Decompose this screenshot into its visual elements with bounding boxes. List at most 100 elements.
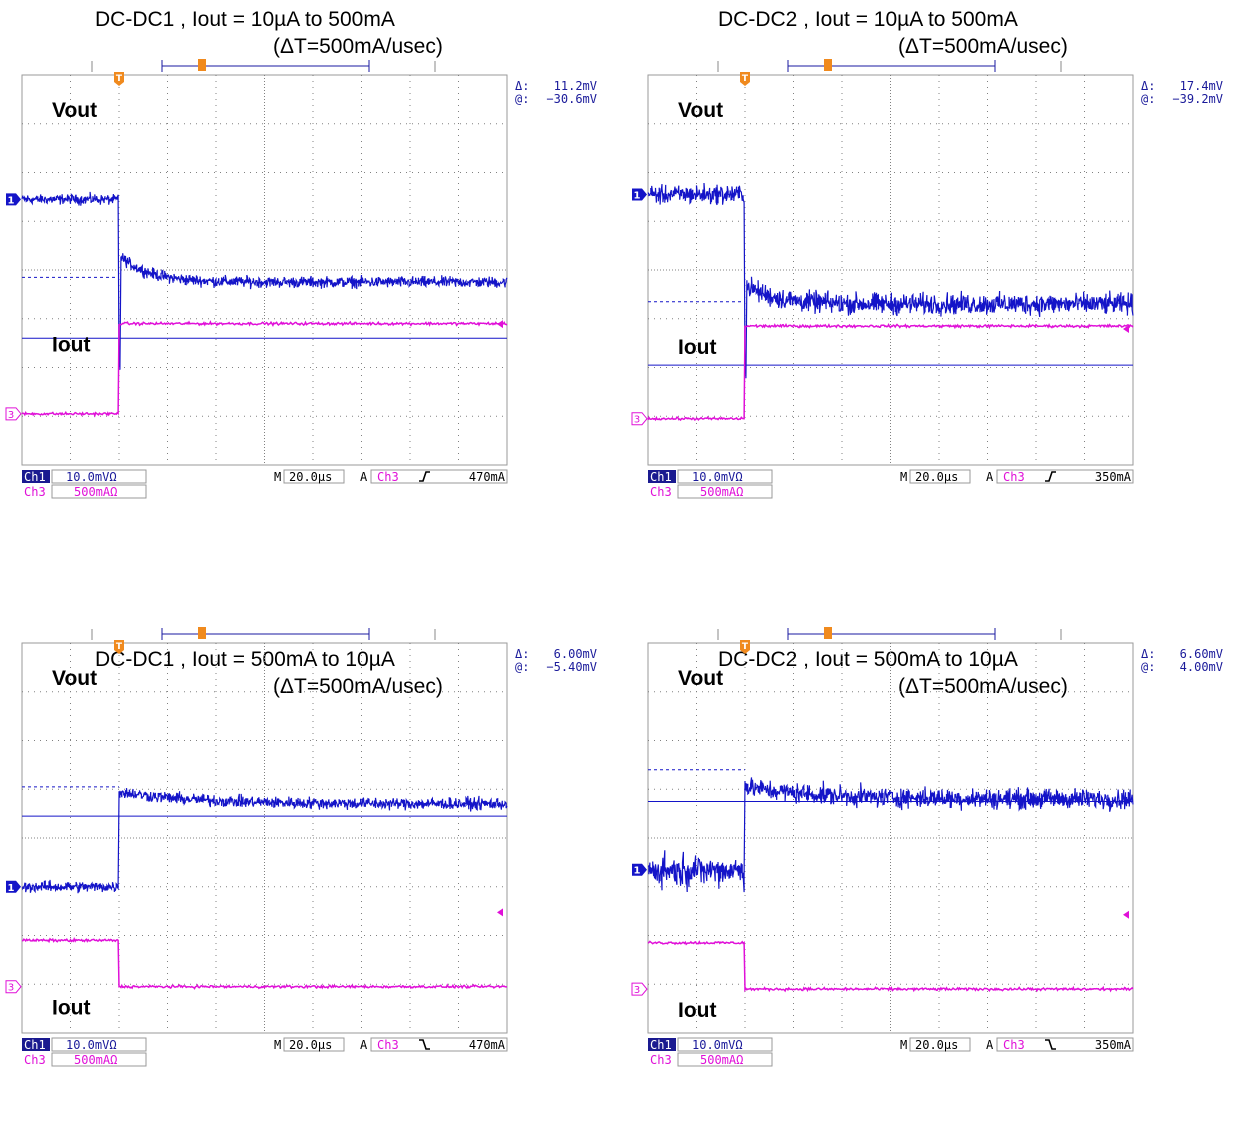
record-position-bar [91, 59, 436, 72]
cursor-delta-label: Δ: [515, 647, 529, 661]
panel-title: DC-DC2 , Iout = 10µA to 500mA [718, 8, 1018, 31]
panel-title: DC-DC2 , Iout = 500mA to 10µA [718, 648, 1018, 671]
cursor-readout: Δ: 6.60mV @: 4.00mV [1141, 647, 1223, 674]
rising-edge-icon [419, 471, 430, 482]
trigger-box [370, 1037, 508, 1052]
timebase-value: 20.0µs [289, 470, 332, 484]
timebase-box [283, 469, 345, 484]
vout-label: Vout [678, 99, 723, 122]
cursor-at-value: −30.6mV [546, 92, 597, 106]
trigger-icon [114, 640, 124, 654]
trigger-source: Ch3 [377, 1038, 399, 1052]
cursor-delta-label: Δ: [515, 79, 529, 93]
timebase-box [283, 1037, 345, 1052]
graticule [647, 642, 1134, 1034]
trigger-icon [740, 640, 750, 654]
cursor-delta-value: 17.4mV [1180, 79, 1223, 93]
ch3-marker-icon [5, 407, 22, 421]
ch3-label: Ch3 [650, 1053, 672, 1067]
iout-label: Iout [52, 334, 90, 357]
status-bar: Ch1 10.0mVΩ Ch3 500mAΩ M 20.0µs A Ch3 350mA [648, 469, 1134, 499]
ch1-scale-value: 10.0mVΩ [692, 470, 743, 484]
scope-screen: T 1 3 Vout Iout Δ: 6.60mV @: 4.00mV Ch1 10.0mVΩ Ch3… [631, 627, 1223, 1067]
cursor-at-label: @: [515, 660, 529, 674]
ch1-scale-box [677, 1037, 773, 1052]
ch1-scale-value: 10.0mVΩ [66, 470, 117, 484]
ch1-marker-icon [632, 863, 647, 876]
ch3-ground-marker: 3 [5, 980, 22, 994]
ch1-badge [22, 470, 50, 483]
record-position-bar [717, 627, 1062, 640]
scope-panel-2: DC-DC2 , Iout = 10µA to 500mA (ΔT=500mA/u… [626, 0, 1252, 572]
trigger-icon [114, 72, 124, 86]
timebase-label: M [900, 1038, 907, 1052]
timebase-label: M [274, 1038, 281, 1052]
trigger-source: Ch3 [1003, 1038, 1025, 1052]
trigger-level-arrow [497, 908, 503, 917]
ch3-marker-label: 3 [8, 983, 14, 994]
ch1-marker-icon [632, 188, 647, 201]
iout-trace [647, 940, 1134, 993]
ch3-label: Ch3 [24, 485, 46, 499]
panel-title: DC-DC1 , Iout = 500mA to 10µA [95, 648, 395, 671]
record-trigger-icon [824, 59, 832, 71]
timebase-label: M [274, 470, 281, 484]
ch1-scale-value: 10.0mVΩ [66, 1038, 117, 1052]
ch1-badge-label: Ch1 [24, 470, 46, 484]
trigger-mode-label: A [986, 1038, 994, 1052]
ch3-label: Ch3 [650, 485, 672, 499]
panel-subtitle: (ΔT=500mA/usec) [898, 35, 1068, 58]
timebase-box [909, 469, 971, 484]
ch3-scale-box [51, 1052, 147, 1067]
cursor-delta-label: Δ: [1141, 647, 1155, 661]
ch3-ground-marker: 3 [631, 412, 648, 426]
ch1-marker-label: 1 [8, 195, 15, 206]
trigger-position-marker: T [740, 640, 750, 654]
record-trigger-icon [198, 627, 206, 639]
trigger-level: 470mA [469, 470, 506, 484]
ch3-scale-value: 500mAΩ [74, 1053, 117, 1067]
trigger-mode-label: A [986, 470, 994, 484]
trigger-level: 470mA [469, 1038, 506, 1052]
ch3-scale-box [51, 484, 147, 499]
timebase-value: 20.0µs [915, 1038, 958, 1052]
trigger-label: T [742, 642, 749, 652]
vout-trace [21, 788, 508, 894]
ch3-marker-label: 3 [634, 415, 640, 426]
trigger-box [370, 469, 508, 484]
iout-trace [647, 322, 1134, 422]
ch1-marker-label: 1 [634, 866, 641, 877]
ch3-scale-value: 500mAΩ [700, 485, 743, 499]
ch1-ground-marker: 1 [6, 880, 21, 894]
graticule [647, 74, 1134, 466]
ch1-badge [648, 470, 676, 483]
trigger-level-arrow [1123, 910, 1129, 919]
status-bar: Ch1 10.0mVΩ Ch3 500mAΩ M 20.0µs A Ch3 470mA [22, 469, 508, 499]
ch1-ground-marker: 1 [6, 193, 21, 206]
iout-trace [21, 936, 507, 990]
vout-trace [647, 777, 1134, 893]
trigger-mode-label: A [360, 1038, 368, 1052]
iout-label: Iout [678, 999, 716, 1022]
iout-label: Iout [52, 997, 90, 1020]
cursor-at-value: −5.40mV [546, 660, 597, 674]
ch3-marker-icon [631, 982, 648, 996]
cursor-at-value: −39.2mV [1172, 92, 1223, 106]
ch1-badge [22, 1038, 50, 1051]
timebase-box [909, 1037, 971, 1052]
ch3-scale-value: 500mAΩ [700, 1053, 743, 1067]
rising-edge-icon [1045, 471, 1056, 482]
scope-panel-3: DC-DC1 , Iout = 500mA to 10µA (ΔT=500mA/u… [0, 572, 626, 1144]
timebase-label: M [900, 470, 907, 484]
vout-trace [21, 191, 508, 370]
ch1-ground-marker: 1 [632, 863, 647, 877]
cursor-delta-label: Δ: [1141, 79, 1155, 93]
ch1-marker-icon [6, 193, 21, 206]
ch3-ground-marker: 3 [631, 982, 648, 996]
cursor-at-label: @: [1141, 92, 1155, 106]
panel-subtitle: (ΔT=500mA/usec) [898, 675, 1068, 698]
timebase-value: 20.0µs [915, 470, 958, 484]
